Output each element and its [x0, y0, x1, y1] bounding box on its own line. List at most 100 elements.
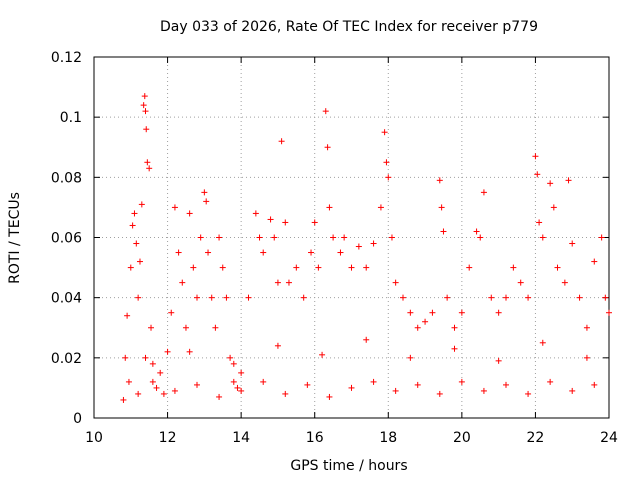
data-point: [583, 354, 590, 361]
data-point: [539, 339, 546, 346]
data-point: [129, 222, 136, 229]
data-point: [383, 159, 390, 166]
x-tick-label: 14: [232, 430, 250, 446]
x-tick-label: 10: [85, 430, 103, 446]
y-axis-label: ROTI / TECUs: [7, 192, 23, 284]
data-point: [142, 108, 149, 115]
data-point: [136, 258, 143, 265]
data-point: [148, 324, 155, 331]
data-point: [444, 294, 451, 301]
data-point: [451, 324, 458, 331]
x-tick-label: 16: [306, 430, 324, 446]
data-point: [274, 342, 281, 349]
data-point: [271, 234, 278, 241]
data-point: [517, 279, 524, 286]
data-point: [326, 393, 333, 400]
x-tick-label: 20: [453, 430, 471, 446]
y-tick-label: 0.1: [60, 110, 82, 126]
data-point: [477, 234, 484, 241]
data-point: [370, 240, 377, 247]
y-tick-label: 0.04: [51, 291, 82, 307]
data-point: [164, 348, 171, 355]
data-point: [370, 378, 377, 385]
data-point: [554, 264, 561, 271]
data-point: [561, 279, 568, 286]
data-point: [142, 354, 149, 361]
data-point: [120, 396, 127, 403]
data-point: [583, 324, 590, 331]
data-point: [598, 234, 605, 241]
data-point: [190, 264, 197, 271]
data-point: [171, 204, 178, 211]
data-point: [157, 369, 164, 376]
data-point: [532, 153, 539, 160]
data-point: [400, 294, 406, 301]
data-point: [606, 309, 612, 316]
data-point: [550, 204, 557, 211]
data-point: [547, 180, 554, 187]
data-point: [238, 369, 245, 376]
data-point: [480, 189, 487, 196]
data-point: [227, 354, 234, 361]
data-point: [451, 345, 458, 352]
data-point: [293, 264, 300, 271]
data-point: [440, 228, 447, 235]
data-point: [160, 390, 167, 397]
data-point: [238, 387, 245, 394]
data-point: [458, 378, 465, 385]
data-point: [569, 387, 576, 394]
data-point: [436, 177, 443, 184]
data-point: [473, 228, 480, 235]
data-point: [495, 357, 502, 364]
chart-title: Day 033 of 2026, Rate Of TEC Index for r…: [160, 19, 538, 35]
data-point: [194, 381, 200, 388]
data-point: [330, 234, 337, 241]
data-point: [591, 381, 598, 388]
data-point: [438, 204, 445, 211]
data-point: [602, 294, 609, 301]
data-point: [422, 318, 429, 325]
data-point: [337, 249, 344, 256]
data-point: [124, 312, 131, 319]
data-point: [146, 165, 153, 172]
data-point: [414, 324, 421, 331]
data-point: [194, 294, 200, 301]
data-point: [168, 309, 175, 316]
data-point: [407, 354, 414, 361]
y-tick-label: 0.02: [51, 351, 82, 367]
data-point: [216, 234, 223, 241]
data-point: [252, 210, 259, 217]
data-point: [503, 294, 509, 301]
data-point: [348, 384, 355, 391]
axis-ticks: [93, 56, 610, 419]
data-point: [388, 234, 395, 241]
data-point: [260, 378, 267, 385]
x-tick-label: 12: [159, 430, 177, 446]
data-point: [143, 126, 150, 133]
data-point: [144, 159, 151, 166]
y-tick-label: 0.08: [51, 170, 82, 186]
data-point: [414, 381, 421, 388]
data-point: [466, 264, 473, 271]
y-tick-label: 0.06: [51, 231, 82, 247]
data-point: [436, 390, 443, 397]
data-point: [525, 294, 532, 301]
data-point: [308, 249, 315, 256]
data-point: [138, 201, 145, 208]
data-point: [125, 378, 132, 385]
data-point: [274, 279, 281, 286]
y-tick-label: 0: [73, 411, 82, 427]
data-point: [131, 210, 138, 217]
x-tick-label: 22: [527, 430, 545, 446]
data-point: [319, 351, 326, 358]
data-point: [547, 378, 554, 385]
data-point: [348, 264, 355, 271]
data-point: [216, 393, 223, 400]
data-point: [267, 216, 274, 223]
data-point: [141, 93, 148, 100]
data-point: [282, 219, 289, 226]
data-point: [127, 264, 134, 271]
data-point: [282, 390, 289, 397]
data-point: [285, 279, 292, 286]
